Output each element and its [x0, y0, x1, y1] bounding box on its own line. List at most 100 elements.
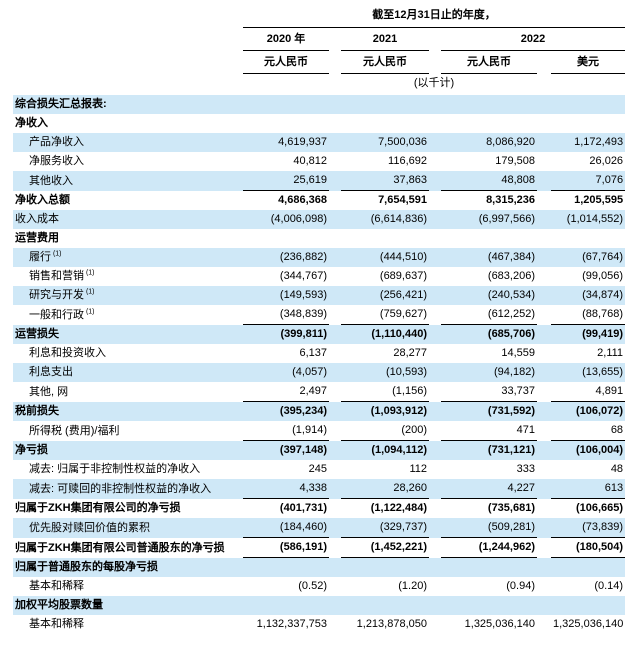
column-gap	[429, 95, 441, 114]
table-row: 综合损失汇总报表:	[13, 95, 626, 114]
table-row: 收入成本 (4,006,098) (6,614,836) (6,997,566) (1,…	[13, 210, 626, 229]
year-2020-header: 2020 年	[243, 27, 329, 51]
column-gap	[329, 133, 341, 152]
table-row: 净收入总额 4,686,368 7,654,591 8,315,236 1,205,59…	[13, 191, 625, 211]
column-gap	[537, 248, 551, 267]
row-label: 所得税 (费用)/福利	[29, 424, 120, 437]
value-cell: 7,654,591	[378, 194, 427, 206]
column-gap	[329, 191, 341, 211]
value-cell: (1,093,912)	[341, 401, 429, 421]
value-cell	[243, 95, 329, 114]
column-gap	[429, 114, 441, 133]
value-cell: 1,132,337,753	[256, 617, 327, 630]
column-gap	[537, 305, 551, 325]
currency-header-rmb-2022: 元人民币	[441, 50, 537, 74]
row-label: 归属于普通股东的每股净亏损	[13, 557, 243, 577]
row-label: 其他, 网	[29, 385, 69, 398]
table-row: 运营损失 (399,811) (1,110,440) (685,706) (99,419…	[13, 324, 626, 344]
column-gap	[429, 421, 441, 441]
value-cell: (13,655)	[551, 363, 626, 382]
row-label: 收入成本	[13, 210, 243, 229]
currency-header-row: 元人民币 元人民币 元人民币 美元	[13, 50, 626, 74]
column-gap	[537, 363, 551, 382]
column-gap	[329, 152, 341, 171]
column-gap	[429, 538, 441, 558]
value-cell: (397,148)	[243, 440, 329, 460]
column-gap	[429, 401, 441, 421]
column-gap	[537, 557, 551, 577]
value-cell: (348,839)	[243, 305, 329, 325]
column-gap	[429, 28, 441, 51]
value-cell: 40,812	[293, 155, 327, 167]
currency-header-rmb-2020: 元人民币	[243, 50, 329, 74]
value-cell: (401,731)	[279, 502, 327, 514]
column-gap	[429, 344, 441, 363]
value-cell	[441, 557, 537, 577]
value-cell	[441, 95, 537, 114]
value-cell: (395,234)	[243, 401, 329, 421]
value-cell: (731,121)	[441, 440, 537, 460]
table-row: 减去: 归属于非控制性权益的净收入 245 112 333 48	[13, 460, 625, 479]
column-gap	[429, 557, 441, 577]
value-cell: (399,811)	[243, 324, 329, 344]
column-gap	[537, 577, 551, 596]
column-gap	[329, 538, 341, 558]
value-cell: 2,111	[597, 347, 624, 359]
row-label: 基本和稀释	[29, 579, 84, 592]
value-cell: (0.94)	[506, 579, 535, 592]
currency-header-rmb-2021: 元人民币	[341, 50, 429, 74]
period-label: 截至12月31日止的年度，	[243, 6, 626, 28]
column-gap	[537, 114, 551, 133]
column-gap	[537, 518, 551, 538]
value-cell: 179,508	[495, 155, 535, 167]
value-cell: (106,072)	[551, 401, 626, 421]
column-gap	[329, 51, 341, 74]
table-row: 利息和投资收入 6,137 28,277 14,559 2,111	[13, 344, 625, 363]
value-cell: (586,191)	[243, 537, 329, 558]
value-cell: 4,338	[243, 479, 329, 499]
column-gap	[429, 267, 441, 286]
value-cell: 48,808	[441, 171, 537, 191]
column-gap	[429, 499, 441, 519]
table-row: 销售和营销 (1) (344,767) (689,637) (683,206) (99,…	[13, 267, 625, 286]
column-gap	[329, 382, 341, 402]
column-gap	[329, 440, 341, 460]
row-label: 利息支出	[13, 363, 243, 382]
year-2021-header: 2021	[341, 27, 429, 51]
column-gap	[329, 114, 341, 133]
value-cell: 8,086,920	[441, 133, 537, 152]
value-cell: (88,768)	[551, 305, 626, 325]
value-cell: (683,206)	[487, 270, 535, 282]
table-row: 基本和稀释 1,132,337,753 1,213,878,050 1,325,036…	[13, 615, 625, 634]
value-cell	[243, 557, 329, 577]
table-row: 其他收入 25,619 37,863 48,808 7,076	[13, 171, 626, 191]
value-cell: 1,325,036,140	[553, 617, 624, 630]
column-gap	[537, 229, 551, 248]
column-gap	[537, 210, 551, 229]
row-label: 产品净收入	[13, 133, 243, 152]
row-label: 归属于ZKH集团有限公司的净亏损	[15, 502, 181, 514]
value-cell: (94,182)	[441, 363, 537, 382]
header-spacer	[13, 6, 243, 28]
column-gap	[329, 95, 341, 114]
table-row: 归属于ZKH集团有限公司的净亏损 (401,731) (1,122,484) (735…	[13, 499, 625, 519]
value-cell: (685,706)	[441, 324, 537, 344]
year-2022-header: 2022	[441, 27, 626, 51]
column-gap	[329, 305, 341, 325]
table-row: 所得税 (费用)/福利 (1,914) (200) 471 68	[13, 421, 626, 441]
header-spacer	[13, 74, 243, 96]
row-label: 利息和投资收入	[29, 347, 106, 359]
column-gap	[329, 229, 341, 248]
value-cell	[243, 595, 329, 615]
column-gap	[329, 557, 341, 577]
value-cell: (509,281)	[441, 518, 537, 538]
financial-statement-page: 截至12月31日止的年度， 2020 年 2021 2022 元人民币 元人民币…	[13, 6, 626, 634]
income-statement-table: 截至12月31日止的年度， 2020 年 2021 2022 元人民币 元人民币…	[13, 6, 626, 634]
value-cell: 613	[551, 479, 626, 499]
value-cell: 4,686,368	[278, 194, 327, 206]
period-header-row: 截至12月31日止的年度，	[13, 6, 626, 28]
value-cell: (731,592)	[441, 401, 537, 421]
value-cell: (612,252)	[441, 305, 537, 325]
column-gap	[329, 499, 341, 519]
value-cell: 26,026	[589, 155, 624, 167]
